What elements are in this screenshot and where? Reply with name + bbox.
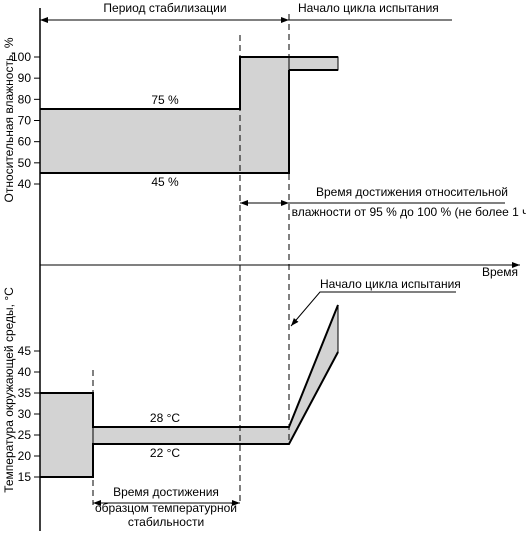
time-label: Время <box>482 265 518 279</box>
temperature-band <box>92 304 339 445</box>
period-label: Период стабилизации <box>103 1 226 15</box>
tick-label: 90 <box>18 71 32 85</box>
tick-label: 50 <box>18 156 32 170</box>
tick-label: 30 <box>18 407 32 421</box>
band-label: 28 °C <box>150 411 180 425</box>
axis-label: Относительная влажность, % <box>2 37 16 202</box>
tick-label: 45 <box>18 344 32 358</box>
tick-label: 15 <box>18 470 32 484</box>
tick-label: 100 <box>11 50 31 64</box>
tick-label: 70 <box>18 114 32 128</box>
leader-line <box>290 291 456 327</box>
axis-label: Температура окружающей среды, °C <box>2 287 16 493</box>
note: влажности от 95 % до 100 % (не более 1 ч… <box>292 205 526 219</box>
note: образцом температурной <box>95 501 237 515</box>
band-label: 22 °C <box>150 446 180 460</box>
band-label: 45 % <box>151 175 179 189</box>
tick-label: 80 <box>18 92 32 106</box>
humidity-band <box>39 56 290 174</box>
temperature-band-initial <box>39 392 94 478</box>
tick-label: 40 <box>18 177 32 191</box>
tick-label: 35 <box>18 386 32 400</box>
tick-label: 25 <box>18 428 32 442</box>
tick-label: 60 <box>18 135 32 149</box>
note: стабильности <box>128 515 204 529</box>
note: Время достижения относительной <box>316 185 508 199</box>
band-label: 75 % <box>151 93 179 107</box>
start-label: Начало цикла испытания <box>320 277 461 291</box>
tick-label: 40 <box>18 365 32 379</box>
start-label: Начало цикла испытания <box>298 1 439 15</box>
tick-label: 20 <box>18 449 32 463</box>
humidity-band-test <box>288 56 339 71</box>
note: Время достижения <box>113 485 219 499</box>
